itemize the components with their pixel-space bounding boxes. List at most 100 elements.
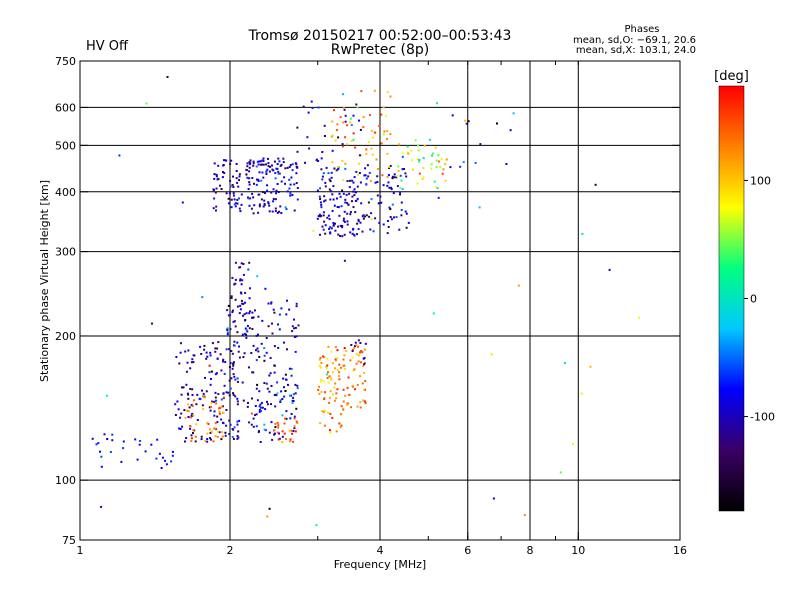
echo-point — [336, 166, 339, 168]
echo-point — [180, 393, 183, 396]
echo-point — [335, 169, 338, 172]
echo-point — [290, 394, 292, 397]
echo-point — [391, 175, 394, 178]
echo-point — [449, 166, 452, 169]
echo-point — [249, 197, 252, 200]
echo-point — [347, 376, 350, 379]
echo-point — [330, 176, 333, 179]
echo-point — [251, 311, 254, 314]
echo-point — [228, 419, 231, 422]
echo-point — [347, 402, 350, 405]
echo-point — [256, 399, 259, 402]
echo-point — [209, 354, 212, 357]
echo-point — [346, 212, 349, 215]
echo-point — [638, 316, 641, 319]
echo-point — [260, 198, 263, 201]
echo-point — [351, 348, 354, 351]
echo-point — [398, 143, 401, 146]
echo-point — [364, 402, 367, 405]
echo-point — [278, 432, 280, 435]
echo-point — [230, 295, 233, 298]
echo-point — [355, 103, 358, 106]
echo-point — [384, 114, 387, 117]
echo-point — [290, 413, 293, 415]
echo-point — [144, 450, 147, 453]
echo-point — [235, 163, 238, 165]
echo-point — [335, 129, 338, 132]
echo-point — [150, 443, 153, 446]
echo-point — [296, 384, 299, 387]
echo-point — [283, 395, 286, 398]
echo-point — [274, 210, 277, 213]
echo-point — [278, 313, 281, 316]
echo-point — [400, 209, 403, 211]
echo-point — [233, 344, 236, 347]
echo-point — [261, 401, 263, 404]
echo-point — [203, 344, 206, 347]
echo-point — [290, 374, 293, 377]
echo-point — [286, 166, 289, 169]
echo-point — [257, 315, 260, 318]
echo-point — [370, 147, 373, 150]
echo-point — [348, 192, 351, 195]
echo-point — [376, 168, 379, 170]
echo-point — [345, 193, 348, 196]
echo-point — [282, 377, 285, 380]
echo-point — [387, 226, 390, 228]
echo-point — [190, 434, 193, 437]
echo-point — [273, 433, 276, 436]
echo-point — [214, 399, 217, 402]
echo-point — [260, 342, 263, 345]
echo-point — [291, 169, 294, 172]
echo-point — [389, 216, 392, 218]
echo-point — [231, 367, 234, 370]
echo-point — [397, 165, 400, 168]
echo-point — [289, 438, 292, 441]
echo-point — [289, 194, 292, 197]
echo-point — [368, 215, 371, 218]
echo-point — [315, 524, 318, 527]
echo-point — [296, 166, 299, 169]
echo-point — [209, 431, 212, 434]
echo-point — [248, 366, 250, 369]
echo-point — [322, 172, 325, 175]
echo-point — [373, 89, 376, 92]
echo-point — [399, 187, 402, 189]
echo-point — [376, 181, 379, 183]
echo-point — [248, 183, 251, 186]
echo-point — [318, 392, 321, 395]
echo-point — [352, 132, 355, 135]
echo-point — [100, 455, 103, 458]
echo-point — [193, 354, 196, 357]
echo-point — [349, 121, 352, 124]
echo-point — [264, 192, 266, 194]
echo-point — [237, 430, 240, 433]
echo-point — [255, 387, 258, 390]
echo-point — [271, 438, 274, 441]
echo-point — [338, 192, 341, 195]
echo-point — [293, 336, 296, 338]
echo-point — [283, 386, 285, 389]
echo-point — [261, 406, 264, 409]
echo-point — [267, 157, 269, 160]
chart-subtitle: RwPretec (8p) — [331, 42, 429, 58]
echo-point — [257, 211, 260, 214]
echo-point — [232, 392, 235, 395]
echo-point — [259, 441, 262, 443]
echo-point — [247, 188, 250, 190]
echo-point — [354, 211, 357, 214]
echo-point — [572, 442, 574, 445]
echo-point — [200, 435, 203, 438]
echo-point — [258, 405, 261, 408]
echo-point — [323, 200, 326, 203]
echo-point — [230, 159, 233, 162]
echo-point — [342, 179, 345, 182]
echo-point — [164, 459, 166, 462]
echo-point — [331, 149, 334, 152]
echo-point — [327, 411, 330, 414]
echo-point — [289, 417, 292, 420]
echo-point — [191, 358, 194, 361]
echo-point — [416, 158, 419, 160]
echo-point — [337, 206, 340, 209]
echo-point — [255, 183, 258, 186]
